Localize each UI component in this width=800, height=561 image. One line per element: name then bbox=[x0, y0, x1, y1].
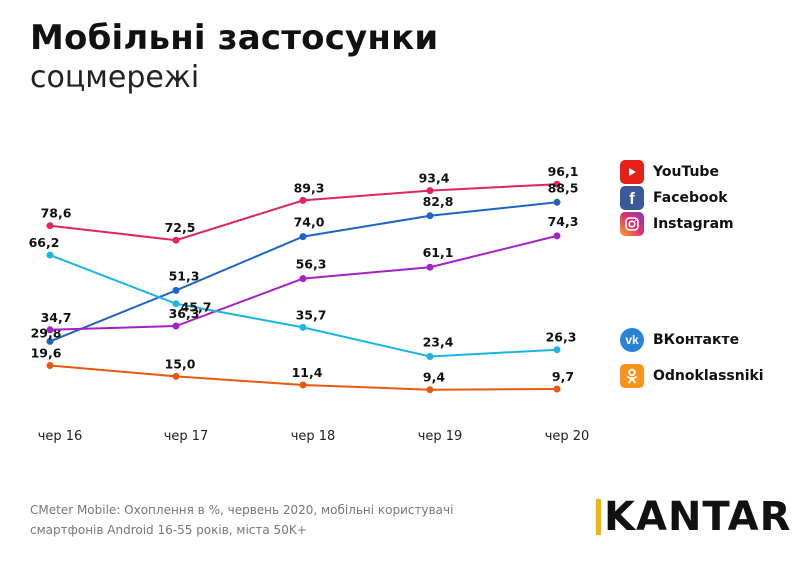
data-label: 82,8 bbox=[423, 194, 454, 209]
instagram-icon bbox=[620, 212, 644, 236]
data-point bbox=[426, 212, 434, 220]
data-point bbox=[299, 233, 307, 241]
legend-item-youtube: YouTube bbox=[620, 160, 719, 184]
data-label: 88,5 bbox=[548, 180, 579, 195]
vkontakte-icon: vk bbox=[620, 328, 644, 352]
data-point bbox=[553, 232, 561, 240]
data-point bbox=[553, 180, 561, 188]
chart-title: Мобільні застосунки bbox=[30, 18, 439, 58]
data-point bbox=[553, 385, 561, 393]
legend-label: Facebook bbox=[653, 190, 728, 206]
data-point bbox=[46, 326, 54, 334]
data-point bbox=[426, 263, 434, 271]
x-tick-label: чер 16 bbox=[38, 429, 83, 444]
data-label: 15,0 bbox=[165, 356, 196, 371]
legend-label: Odnoklassniki bbox=[653, 368, 764, 384]
data-point bbox=[172, 300, 180, 308]
data-label: 74,0 bbox=[294, 215, 325, 230]
data-point bbox=[299, 381, 307, 389]
data-label: 9,7 bbox=[552, 369, 574, 384]
data-point bbox=[172, 236, 180, 244]
logo-text: KANTAR bbox=[604, 494, 792, 540]
data-label: 19,6 bbox=[31, 346, 62, 361]
data-label: 26,3 bbox=[546, 330, 577, 345]
data-label: 45,7 bbox=[181, 300, 212, 315]
data-point bbox=[553, 346, 561, 354]
data-label: 9,4 bbox=[423, 370, 445, 385]
data-label: 34,7 bbox=[41, 310, 72, 325]
legend-item-instagram: Instagram bbox=[620, 212, 734, 236]
data-label: 93,4 bbox=[419, 171, 450, 186]
data-point bbox=[46, 222, 54, 230]
x-tick-label: чер 17 bbox=[164, 429, 209, 444]
data-point bbox=[172, 286, 180, 294]
data-point bbox=[46, 251, 54, 259]
x-tick-label: чер 19 bbox=[418, 429, 463, 444]
data-label: 74,3 bbox=[548, 214, 579, 229]
data-label: 36,3 bbox=[169, 306, 200, 321]
data-label: 96,1 bbox=[548, 164, 579, 179]
data-point bbox=[299, 323, 307, 331]
logo-bar bbox=[596, 499, 601, 535]
data-label: 61,1 bbox=[423, 245, 454, 260]
data-point bbox=[426, 187, 434, 195]
data-label: 89,3 bbox=[294, 180, 325, 195]
data-point bbox=[46, 362, 54, 369]
x-tick-label: чер 18 bbox=[291, 429, 336, 444]
data-label: 35,7 bbox=[296, 307, 327, 322]
x-tick-label: чер 20 bbox=[545, 429, 590, 444]
data-label: 66,2 bbox=[29, 235, 60, 250]
data-point bbox=[172, 322, 180, 330]
data-label: 78,6 bbox=[41, 206, 72, 221]
data-point bbox=[46, 337, 54, 345]
legend-item-vkontakte: vk ВКонтакте bbox=[620, 328, 739, 352]
data-label: 72,5 bbox=[165, 220, 196, 235]
legend-label: YouTube bbox=[653, 164, 719, 180]
data-point bbox=[426, 386, 434, 394]
data-label: 56,3 bbox=[296, 257, 327, 272]
data-label: 51,3 bbox=[169, 268, 200, 283]
data-label: 11,4 bbox=[292, 365, 323, 380]
odnoklassniki-icon bbox=[620, 364, 644, 388]
youtube-icon bbox=[620, 160, 644, 184]
data-point bbox=[299, 196, 307, 204]
data-point bbox=[299, 275, 307, 283]
data-point bbox=[172, 372, 180, 380]
legend-item-odnoklassniki: Odnoklassniki bbox=[620, 364, 764, 388]
legend: YouTube f Facebook Instagram vk ВКонтакт… bbox=[620, 160, 795, 400]
legend-label: ВКонтакте bbox=[653, 332, 740, 348]
legend-label: Instagram bbox=[653, 216, 734, 232]
legend-item-facebook: f Facebook bbox=[620, 186, 728, 210]
data-point bbox=[553, 198, 561, 206]
facebook-icon: f bbox=[620, 186, 644, 210]
chart-subtitle: соцмережі bbox=[30, 60, 200, 95]
data-label: 23,4 bbox=[423, 335, 454, 350]
kantar-logo: KANTAR bbox=[596, 497, 791, 537]
data-label: 29,8 bbox=[31, 325, 62, 340]
source-note: CMeter Mobile: Охоплення в %, червень 20… bbox=[30, 503, 454, 537]
data-point bbox=[426, 353, 434, 360]
